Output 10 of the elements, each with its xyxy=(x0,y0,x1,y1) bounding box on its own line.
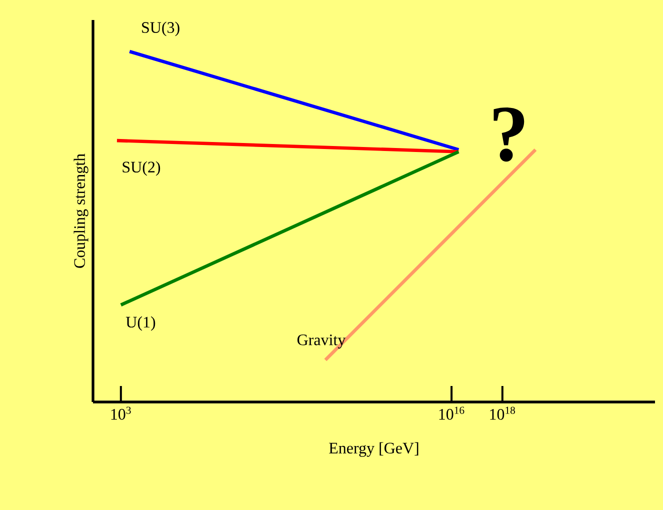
series-label: SU(3) xyxy=(142,22,180,36)
series-label: U(1) xyxy=(126,316,156,331)
x-axis-title: Energy [GeV] xyxy=(329,442,418,457)
y-axis-title: Coupling strength xyxy=(74,154,88,268)
x-tick-label: 10$^{18}$ xyxy=(490,406,516,420)
series-label: SU(2) xyxy=(122,161,160,176)
series-label: Gravity xyxy=(297,334,346,349)
x-tick-label: 10$^{16}$ xyxy=(439,406,464,420)
annotation: ? xyxy=(494,108,524,162)
x-tick-label: 10$^{3}$ xyxy=(111,406,131,420)
